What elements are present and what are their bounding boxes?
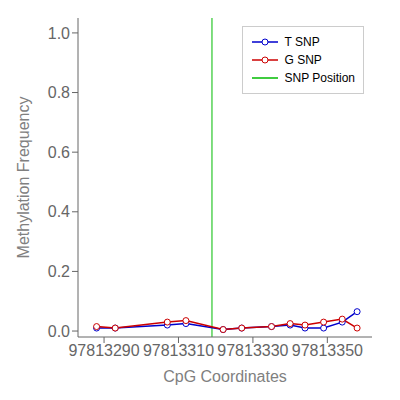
svg-text:97813290: 97813290 (68, 342, 139, 359)
svg-text:97813310: 97813310 (143, 342, 214, 359)
svg-text:0.0: 0.0 (48, 323, 70, 340)
svg-text:0.4: 0.4 (48, 203, 70, 220)
svg-text:97813330: 97813330 (217, 342, 288, 359)
html-text:T SNP: T SNP (284, 35, 320, 49)
svg-text:0.8: 0.8 (48, 84, 70, 101)
svg-text:0.6: 0.6 (48, 144, 70, 161)
svg-text:97813350: 97813350 (292, 342, 363, 359)
svg-text:1.0: 1.0 (48, 25, 70, 42)
html-text:G SNP: G SNP (284, 53, 322, 67)
svg-text:Methylation Frequency: Methylation Frequency (15, 97, 32, 259)
svg-text:0.2: 0.2 (48, 263, 70, 280)
svg-text:CpG Coordinates: CpG Coordinates (163, 368, 287, 385)
html-text:SNP Position: SNP Position (284, 71, 355, 85)
